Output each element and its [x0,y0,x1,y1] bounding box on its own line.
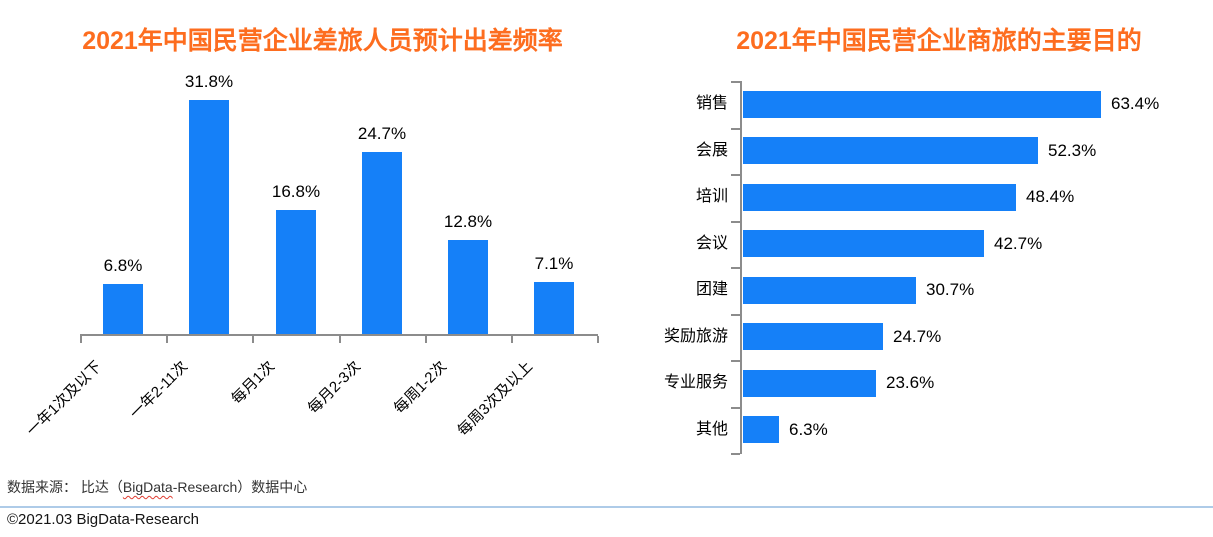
data-source-text: 数据来源： 比达（BigData-Research）数据中心 [7,477,307,497]
category-label: 每周3次及以上 [454,358,537,440]
category-label: 每周1-2次 [390,358,451,418]
x-axis-tick [166,336,168,343]
bar-每周3次及以上 [534,282,574,334]
x-axis-tick [597,336,599,343]
y-axis-tick [731,128,740,130]
footer-divider-line [0,506,1213,508]
y-axis-tick [731,81,740,83]
x-axis-tick [80,336,82,343]
y-axis-tick [731,407,740,409]
bar-每月1次 [276,210,316,334]
value-label: 23.6% [886,373,935,392]
y-axis-tick [731,174,740,176]
category-label: 团建 [695,281,728,298]
category-label: 每月1次 [228,358,279,408]
value-label: 52.3% [1048,141,1097,160]
x-axis-tick [252,336,254,343]
x-axis-tick [511,336,513,343]
value-label: 48.4% [1026,187,1075,206]
bar-奖励旅游 [743,323,883,350]
bar-销售 [743,91,1101,118]
value-label: 63.4% [1111,94,1160,113]
category-label: 一年2-11次 [126,358,192,423]
source-spellchecked-word: BigData [122,479,173,495]
category-label: 销售 [695,95,728,112]
source-prefix: 数据来源： 比达（ [7,479,123,495]
value-label: 7.1% [534,254,574,273]
bar-每周1-2次 [448,240,488,334]
copyright-text: ©2021.03 BigData-Research [7,511,199,528]
value-label: 12.8% [443,212,493,231]
category-label: 会议 [695,235,728,252]
bar-会展 [743,137,1038,164]
bar-培训 [743,184,1016,211]
value-label: 6.3% [789,420,828,439]
category-label: 每月2-3次 [304,358,365,418]
x-axis-line [80,334,598,336]
bar-每月2-3次 [362,152,402,334]
value-label: 24.7% [357,124,407,143]
y-axis-tick [731,267,740,269]
y-axis-line [740,81,742,454]
bar-一年2-11次 [189,100,229,334]
category-label: 专业服务 [663,374,728,391]
bar-一年1次及以下 [103,284,143,334]
bar-团建 [743,277,916,304]
bar-专业服务 [743,370,876,397]
y-axis-tick [731,453,740,455]
bar-其他 [743,416,779,443]
source-suffix: -Research）数据中心 [172,479,308,495]
left-chart-title: 2021年中国民营企业差旅人员预计出差频率 [82,27,563,55]
x-axis-tick [339,336,341,343]
x-axis-tick [425,336,427,343]
bar-会议 [743,230,984,257]
right-chart-title: 2021年中国民营企业商旅的主要目的 [736,27,1142,55]
y-axis-tick [731,360,740,362]
y-axis-tick [731,314,740,316]
value-label: 42.7% [994,234,1043,253]
y-axis-tick [731,221,740,223]
category-label: 奖励旅游 [663,328,728,345]
value-label: 6.8% [103,256,143,275]
value-label: 30.7% [926,280,975,299]
value-label: 31.8% [184,72,234,91]
value-label: 24.7% [893,327,942,346]
value-label: 16.8% [271,182,321,201]
category-label: 培训 [695,188,728,205]
category-label: 会展 [695,142,728,159]
category-label: 其他 [695,421,728,438]
